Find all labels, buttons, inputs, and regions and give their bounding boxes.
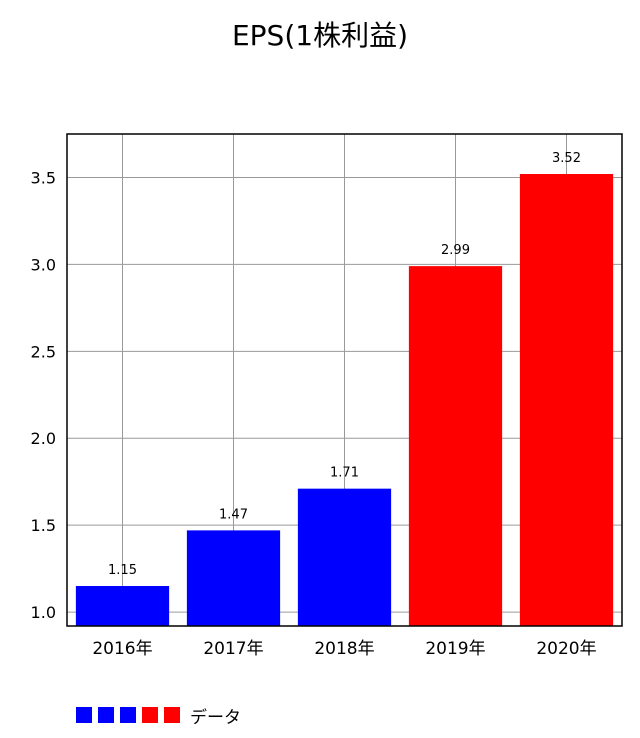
x-tick-label: 2019年 — [425, 639, 485, 659]
data-label: 1.71 — [330, 466, 359, 481]
legend-swatch — [76, 707, 92, 723]
y-tick-label: 2.5 — [31, 342, 56, 361]
y-tick-label: 1.5 — [31, 516, 56, 535]
chart-title: EPS(1株利益) — [231, 19, 408, 52]
legend-label: データ — [190, 707, 241, 728]
legend-swatch — [120, 707, 136, 723]
x-tick-label: 2018年 — [314, 639, 374, 659]
y-tick-label: 3.5 — [31, 168, 56, 187]
bar-2018年 — [297, 488, 392, 626]
data-label: 1.15 — [108, 563, 137, 578]
x-tick-label: 2020年 — [536, 639, 596, 659]
legend-swatch — [164, 707, 180, 723]
bar-2019年 — [408, 266, 503, 626]
legend-swatch — [98, 707, 114, 723]
data-label: 3.52 — [552, 151, 581, 166]
data-label: 1.47 — [219, 507, 248, 522]
legend-swatches — [76, 707, 180, 723]
bar-2017年 — [186, 530, 281, 626]
data-label: 2.99 — [441, 243, 470, 258]
y-tick-label: 1.0 — [31, 603, 56, 622]
x-tick-label: 2017年 — [203, 639, 263, 659]
y-tick-label: 3.0 — [31, 255, 56, 274]
legend: データ — [76, 702, 241, 728]
bar-2016年 — [75, 586, 170, 626]
plot-border — [66, 133, 623, 627]
x-tick-label: 2016年 — [92, 639, 152, 659]
legend-swatch — [142, 707, 158, 723]
bar-2020年 — [519, 173, 614, 626]
y-tick-label: 2.0 — [31, 429, 56, 448]
